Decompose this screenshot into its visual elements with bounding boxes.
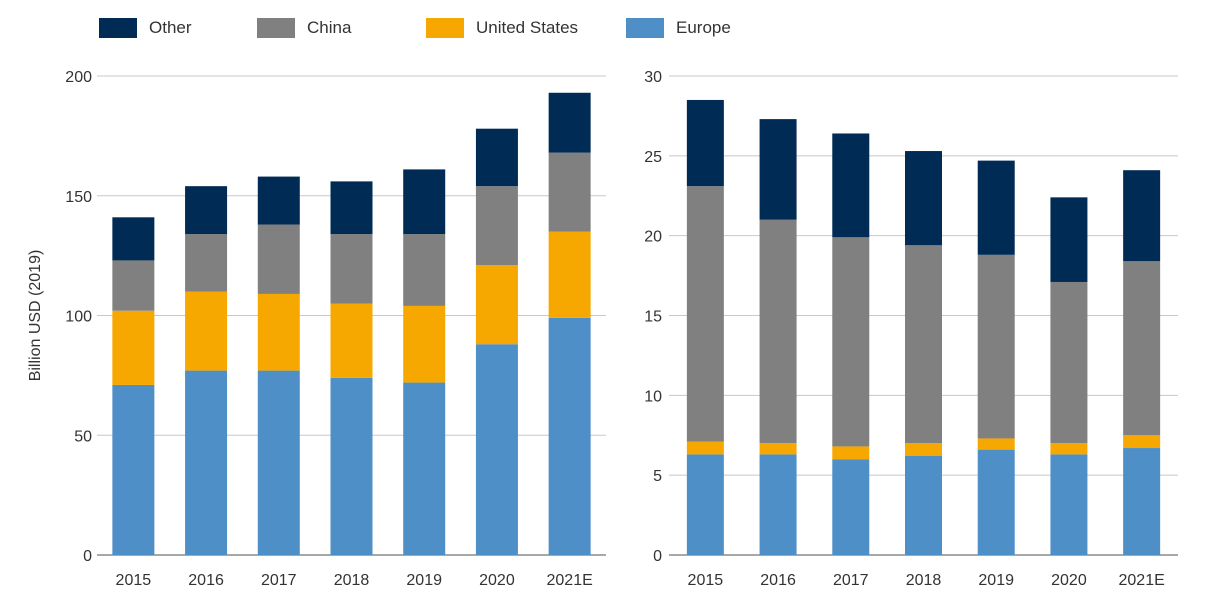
- legend-label-europe: Europe: [676, 18, 731, 37]
- x-tick-label: 2018: [906, 572, 942, 589]
- y-tick-label: 0: [653, 548, 662, 565]
- x-tick-label: 2016: [760, 572, 796, 589]
- bar-europe-2021e: [1123, 448, 1161, 555]
- bar-united-states-2021e: [1123, 435, 1161, 449]
- legend-label-united-states: United States: [476, 18, 579, 37]
- legend-item-united-states: United States: [426, 16, 578, 40]
- bar-other-2019: [403, 169, 446, 235]
- x-tick-label: 2017: [261, 572, 297, 589]
- x-tick-label: 2019: [978, 572, 1014, 589]
- bar-united-states-2016: [759, 443, 797, 455]
- bar-other-2019: [977, 160, 1015, 255]
- y-tick-label: 20: [644, 229, 662, 246]
- x-tick-label: 2019: [406, 572, 442, 589]
- x-tick-label: 2020: [479, 572, 515, 589]
- bar-china-2015: [112, 260, 155, 311]
- bar-europe-2018: [330, 377, 373, 555]
- bar-europe-2019: [977, 449, 1015, 555]
- bar-other-2021e: [548, 92, 591, 153]
- y-tick-label: 10: [644, 388, 662, 405]
- y-tick-label: 200: [65, 69, 92, 86]
- legend-swatch-europe: [626, 18, 664, 38]
- bar-other-2020: [475, 128, 518, 187]
- bar-china-2017: [832, 237, 870, 447]
- bar-other-2018: [330, 181, 373, 235]
- bar-europe-2015: [112, 384, 155, 555]
- legend-label-china: China: [307, 18, 352, 37]
- bar-europe-2019: [403, 382, 446, 555]
- bar-united-states-2015: [112, 310, 155, 385]
- bar-united-states-2017: [832, 446, 870, 460]
- bar-china-2019: [977, 254, 1015, 439]
- y-tick-label: 30: [644, 69, 662, 86]
- bar-united-states-2019: [403, 305, 446, 383]
- bar-europe-2020: [1050, 454, 1088, 555]
- bar-china-2018: [330, 234, 373, 304]
- legend-label-other: Other: [149, 18, 192, 37]
- bar-china-2021e: [1123, 261, 1161, 436]
- x-tick-label: 2015: [688, 572, 724, 589]
- x-tick-label: 2021E: [1119, 572, 1165, 589]
- bar-united-states-2017: [257, 293, 300, 371]
- x-tick-label: 2016: [188, 572, 224, 589]
- legend-item-china: China: [257, 16, 351, 40]
- y-tick-label: 15: [644, 309, 662, 326]
- bar-united-states-2019: [977, 438, 1015, 450]
- bar-united-states-2015: [686, 441, 724, 455]
- y-tick-label: 50: [74, 428, 92, 445]
- bar-other-2018: [905, 151, 942, 246]
- bar-europe-2017: [832, 459, 870, 555]
- y-tick-label: 100: [65, 309, 92, 326]
- bar-china-2018: [905, 245, 942, 444]
- legend-item-europe: Europe: [626, 16, 731, 40]
- bar-china-2020: [1050, 281, 1088, 444]
- x-tick-label: 2018: [334, 572, 370, 589]
- bar-europe-2016: [185, 370, 228, 555]
- y-axis-title: Billion USD (2019): [27, 250, 44, 382]
- x-tick-label: 2021E: [547, 572, 593, 589]
- legend-swatch-united-states: [426, 18, 464, 38]
- y-tick-label: 150: [65, 189, 92, 206]
- chart-legend: Other China United States Europe: [0, 0, 1226, 60]
- bar-china-2015: [686, 186, 724, 442]
- bar-china-2020: [475, 186, 518, 266]
- bar-china-2019: [403, 234, 446, 306]
- bar-united-states-2020: [475, 265, 518, 345]
- y-tick-label: 5: [653, 468, 662, 485]
- bar-united-states-2021e: [548, 231, 591, 318]
- bar-other-2020: [1050, 197, 1088, 282]
- bar-china-2016: [185, 234, 228, 292]
- bar-other-2021e: [1123, 170, 1161, 262]
- legend-swatch-other: [99, 18, 137, 38]
- bar-other-2016: [185, 186, 228, 235]
- bar-europe-2016: [759, 454, 797, 555]
- x-tick-label: 2017: [833, 572, 869, 589]
- bar-europe-2015: [686, 454, 724, 555]
- x-tick-label: 2015: [116, 572, 152, 589]
- bar-other-2017: [832, 133, 870, 238]
- bar-china-2017: [257, 224, 300, 294]
- y-tick-label: 0: [83, 548, 92, 565]
- bar-united-states-2018: [905, 443, 942, 457]
- bar-united-states-2018: [330, 303, 373, 378]
- bar-europe-2020: [475, 344, 518, 555]
- chart-left: 0 50 100 150 200 Billion USD (2019) 2015 2016 20…: [27, 69, 606, 589]
- bar-other-2017: [257, 176, 300, 225]
- bar-other-2016: [759, 119, 797, 220]
- bar-other-2015: [686, 99, 724, 187]
- bar-other-2015: [112, 217, 155, 261]
- bar-europe-2017: [257, 370, 300, 555]
- bar-europe-2021e: [548, 317, 591, 555]
- bar-europe-2018: [905, 456, 942, 555]
- bar-united-states-2016: [185, 291, 228, 371]
- chart-right: 0 5 10 15 20 25 30 2015 2016 2017 2018 2019 2020 2021…: [644, 69, 1178, 589]
- x-tick-label: 2020: [1051, 572, 1087, 589]
- legend-swatch-china: [257, 18, 295, 38]
- legend-item-other: Other: [99, 16, 192, 40]
- y-tick-label: 25: [644, 149, 662, 166]
- bar-china-2016: [759, 219, 797, 444]
- bar-china-2021e: [548, 152, 591, 232]
- bar-united-states-2020: [1050, 443, 1088, 455]
